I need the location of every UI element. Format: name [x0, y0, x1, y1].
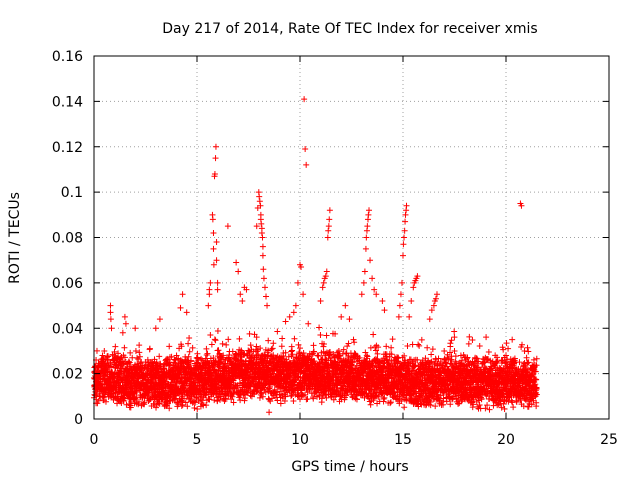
data-point	[208, 341, 215, 348]
data-point	[171, 396, 178, 403]
data-point	[191, 398, 198, 405]
data-point	[181, 395, 188, 402]
data-point	[185, 353, 192, 360]
data-point	[120, 398, 127, 405]
data-point	[108, 363, 115, 370]
data-point	[121, 344, 128, 351]
data-point	[212, 337, 219, 344]
data-point	[93, 347, 100, 354]
data-point	[178, 403, 185, 410]
data-point	[156, 353, 163, 360]
data-point	[115, 350, 122, 357]
data-points	[91, 96, 540, 416]
data-point	[166, 343, 173, 350]
data-point	[211, 336, 218, 343]
data-point	[214, 397, 221, 404]
data-point	[146, 396, 153, 403]
data-point	[94, 400, 101, 407]
data-point	[132, 395, 139, 402]
data-point	[123, 401, 130, 408]
data-point	[153, 404, 160, 411]
data-point	[126, 359, 133, 366]
data-point	[164, 400, 171, 407]
data-point	[146, 345, 153, 352]
data-point	[130, 377, 137, 384]
data-point	[134, 360, 141, 367]
data-point	[107, 379, 114, 386]
data-point	[136, 349, 143, 356]
data-point	[111, 348, 118, 355]
data-point	[220, 352, 227, 359]
data-point	[219, 340, 226, 347]
data-point	[186, 334, 193, 341]
data-point	[186, 348, 193, 355]
data-point	[194, 405, 201, 412]
data-point	[185, 340, 192, 347]
data-point	[189, 344, 196, 351]
data-point	[111, 390, 118, 397]
data-point	[229, 393, 236, 400]
data-point	[168, 353, 175, 360]
data-point	[192, 399, 199, 406]
data-point	[104, 367, 111, 374]
data-point	[183, 356, 190, 363]
data-point	[191, 404, 198, 411]
data-point	[214, 327, 221, 334]
data-point	[138, 365, 145, 372]
data-point	[134, 354, 141, 361]
data-point	[187, 358, 194, 365]
data-point	[178, 343, 185, 350]
data-point	[132, 348, 139, 355]
data-point	[207, 331, 214, 338]
data-point	[127, 404, 134, 411]
data-point	[204, 350, 211, 357]
data-point	[206, 396, 213, 403]
data-point	[184, 403, 191, 410]
data-point	[223, 341, 230, 348]
data-point	[172, 395, 179, 402]
data-point	[230, 399, 237, 406]
data-point	[217, 396, 224, 403]
data-point	[157, 366, 164, 373]
data-point	[203, 345, 210, 352]
data-point	[102, 398, 109, 405]
data-point	[117, 355, 124, 362]
data-point	[127, 349, 134, 356]
data-point	[159, 396, 166, 403]
data-point	[135, 398, 142, 405]
data-point	[95, 397, 102, 404]
data-point	[203, 351, 210, 358]
grid	[94, 56, 609, 419]
data-point	[121, 354, 128, 361]
data-point	[203, 402, 210, 409]
data-point	[112, 343, 119, 350]
data-point	[125, 358, 132, 365]
data-point	[147, 369, 154, 376]
data-point	[193, 394, 200, 401]
data-point	[225, 336, 232, 343]
data-point	[173, 352, 180, 359]
data-point	[136, 353, 143, 360]
data-point	[105, 353, 112, 360]
data-point	[222, 362, 229, 369]
data-point	[179, 401, 186, 408]
data-point	[166, 405, 173, 412]
data-point	[136, 342, 143, 349]
data-point	[215, 347, 222, 354]
data-point	[182, 399, 189, 406]
